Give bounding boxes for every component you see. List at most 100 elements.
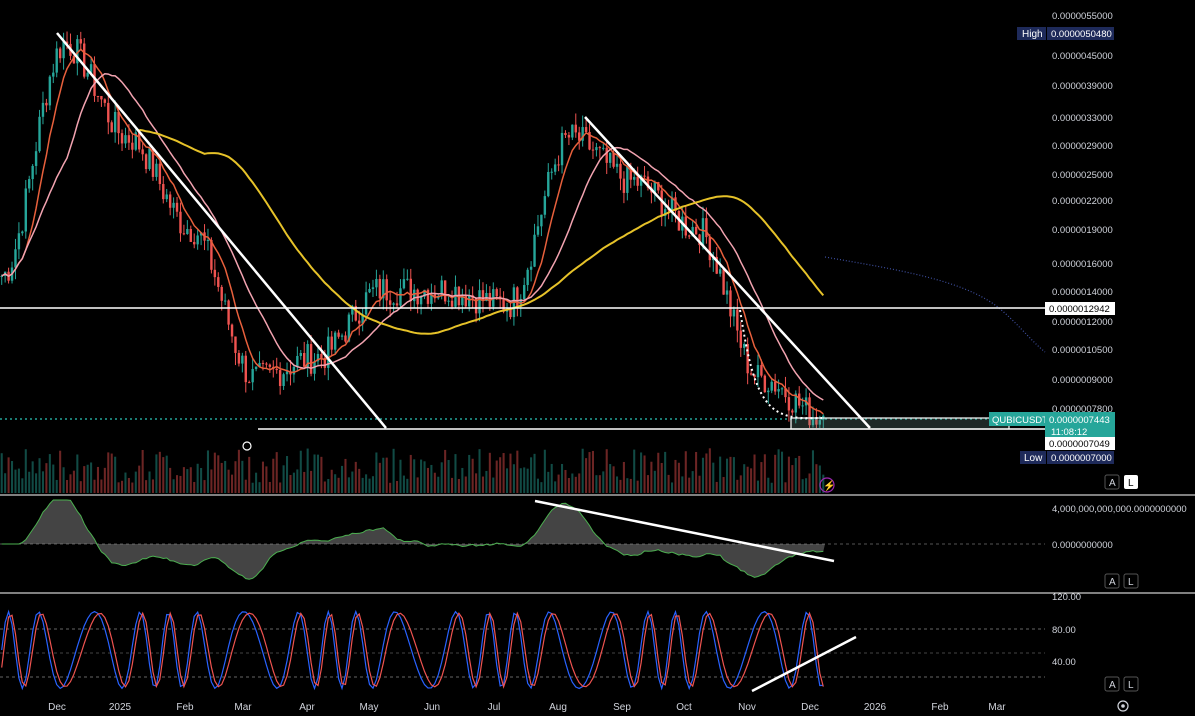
lightning-icon[interactable] (819, 477, 835, 493)
auto-scale-label: A (1109, 478, 1116, 489)
volume-bar (382, 457, 385, 493)
volume-bar (684, 451, 687, 493)
candle-body (715, 256, 718, 274)
trendline-2[interactable] (584, 116, 871, 429)
price-axis[interactable]: 0.0000055000 0.0000045000 0.0000039000 0.00… (1052, 11, 1113, 415)
candle-body (767, 390, 770, 393)
high-value-box (1047, 27, 1114, 40)
stoch-log-button[interactable] (1123, 676, 1139, 692)
volume-bar (279, 482, 282, 493)
candle-body (773, 381, 777, 392)
candle-body (395, 303, 399, 306)
volume-bar (640, 452, 643, 493)
volume-bar (213, 452, 216, 493)
volume-bar (110, 453, 113, 493)
volume-bar (251, 482, 254, 493)
candle-body (388, 300, 392, 305)
volume-bar (28, 471, 31, 493)
volume-bar (378, 462, 381, 493)
volume-bar (464, 476, 467, 493)
candle-body (141, 149, 144, 155)
time-tick-label: Dec (48, 702, 66, 713)
macd-trendline[interactable] (534, 499, 835, 563)
volume-bar (457, 478, 460, 493)
volume-bar (389, 482, 392, 493)
support-zone-box[interactable] (790, 417, 1010, 430)
log-scale-button[interactable] (1124, 475, 1138, 489)
candle-body (801, 405, 804, 407)
symbol-badge[interactable] (989, 412, 1045, 426)
candle-body (48, 76, 52, 106)
stoch-auto-button[interactable] (1104, 676, 1120, 692)
volume-bar (516, 450, 519, 493)
candle-body (268, 364, 272, 367)
volume-bar (664, 451, 667, 493)
candle-body (378, 278, 382, 299)
volume-bar (681, 476, 684, 493)
volume-bar (739, 475, 742, 493)
stoch-axis-40: 40.00 (1052, 657, 1076, 668)
volume-bar (131, 482, 134, 493)
macd-log-button[interactable] (1123, 573, 1139, 589)
current-price: 0.0000007443 (1049, 415, 1110, 426)
volume-bar (358, 468, 361, 493)
candle-body (241, 355, 244, 364)
candle-body (62, 41, 65, 59)
candle-body (474, 298, 478, 314)
volume-bar (736, 479, 739, 493)
candle-body (736, 309, 739, 331)
trendline-1[interactable] (56, 32, 387, 429)
volume-bar (375, 452, 378, 493)
candle-body (811, 417, 815, 426)
volume-bar (24, 449, 27, 493)
volume-bar (258, 482, 261, 493)
volume-bar (698, 475, 701, 493)
event-marker-icon[interactable] (242, 441, 252, 451)
auto-scale-button[interactable] (1104, 474, 1120, 490)
volume-bar (743, 464, 746, 493)
candle-body (605, 147, 608, 163)
volume-bar (708, 448, 711, 493)
candle-body (550, 171, 553, 173)
candle-body (323, 357, 327, 368)
candle-body (419, 296, 423, 305)
candlesticks (0, 31, 825, 428)
candle-body (516, 287, 519, 307)
candle-body (536, 226, 540, 235)
moving-averages (1, 48, 1046, 415)
candle-body (168, 194, 172, 208)
candle-body (749, 373, 753, 375)
volume-bar (815, 464, 818, 493)
candle-body (327, 336, 330, 368)
candle-body (303, 352, 306, 367)
volume-bar (811, 450, 814, 493)
volume-bar (289, 474, 292, 493)
stoch-k-line (1, 609, 824, 691)
settings-gear-icon[interactable] (1117, 700, 1129, 712)
volume-bar (396, 480, 399, 493)
low-value: 0.0000007000 (1051, 453, 1112, 464)
volume-bar (155, 454, 158, 493)
macd-auto-button[interactable] (1104, 573, 1120, 589)
volume-bar (35, 473, 38, 493)
volume-bar (299, 450, 302, 493)
volume-bar (609, 464, 612, 493)
volume-bar (488, 452, 491, 493)
volume-bar (557, 474, 560, 493)
volume-bar (392, 448, 395, 493)
candle-body (375, 278, 378, 288)
volume-bar (227, 469, 230, 493)
dotted-curve[interactable] (739, 309, 823, 420)
candle-body (523, 285, 526, 299)
time-axis[interactable]: Dec 2025 Feb Mar Apr May Jun Jul Aug Sep Oct Nov Dec… (48, 702, 1006, 713)
volume-bar (506, 468, 509, 493)
candle-body (426, 289, 430, 304)
volume-bar (179, 475, 182, 493)
volume-bar (368, 478, 371, 493)
stoch-trendline[interactable] (751, 635, 857, 693)
low-label-box (1020, 451, 1046, 464)
candle-body (564, 132, 567, 136)
candle-body (433, 294, 437, 299)
volume-bar (770, 482, 773, 493)
